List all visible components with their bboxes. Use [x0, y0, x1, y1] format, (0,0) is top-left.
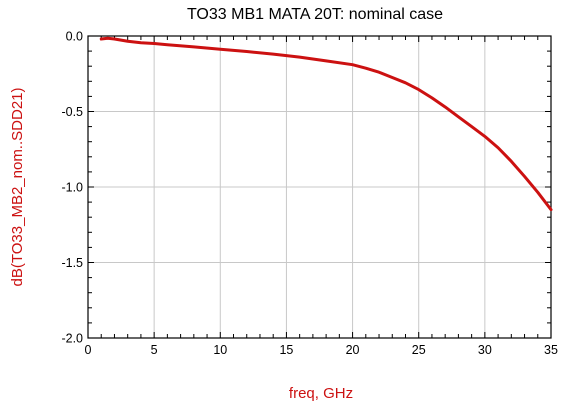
- x-tick-label: 30: [478, 343, 492, 357]
- x-axis-label: freq, GHz: [289, 385, 353, 402]
- y-axis-label: dB(TO33_MB2_nom..SDD21): [9, 88, 26, 287]
- axis-ticks: [87, 35, 552, 339]
- x-tick-label: 5: [151, 343, 158, 357]
- y-tick-label: -1.5: [61, 256, 83, 270]
- x-tick-label: 20: [346, 343, 360, 357]
- tick-labels: 0 5 10 15 20 25 30 35 0.0 -0.5 -1.0 -1.5 -2.0: [61, 30, 558, 358]
- x-tick-label: 25: [412, 343, 426, 357]
- x-tick-label: 35: [544, 343, 558, 357]
- series-layer: [99, 36, 553, 212]
- x-tick-label: 0: [85, 343, 92, 357]
- y-tick-label: -2.0: [61, 332, 83, 346]
- y-tick-label: 0.0: [66, 30, 83, 44]
- y-tick-label: -1.0: [61, 181, 83, 195]
- series-line: [99, 36, 553, 212]
- y-tick-label: -0.5: [61, 105, 83, 119]
- grid-lines: [88, 36, 551, 338]
- x-tick-label: 10: [213, 343, 227, 357]
- chart-title: TO33 MB1 MATA 20T: nominal case: [187, 6, 443, 23]
- x-tick-label: 15: [279, 343, 293, 357]
